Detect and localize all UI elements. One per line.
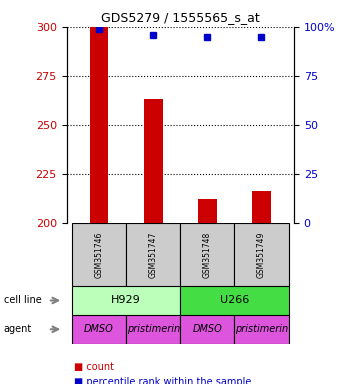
Text: GSM351747: GSM351747	[149, 231, 158, 278]
Bar	[72, 286, 180, 315]
Bar	[72, 223, 126, 286]
Bar	[234, 223, 289, 286]
Bar	[72, 315, 126, 344]
Text: H929: H929	[111, 295, 141, 306]
Title: GDS5279 / 1555565_s_at: GDS5279 / 1555565_s_at	[101, 11, 260, 24]
Text: GSM351748: GSM351748	[203, 231, 212, 278]
Text: pristimerin: pristimerin	[127, 324, 180, 334]
Text: U266: U266	[220, 295, 249, 306]
Bar	[234, 315, 289, 344]
Text: GSM351746: GSM351746	[94, 231, 104, 278]
Bar	[180, 315, 234, 344]
Bar	[180, 223, 234, 286]
Text: GSM351749: GSM351749	[257, 231, 266, 278]
Text: agent: agent	[4, 324, 32, 334]
Text: ■ percentile rank within the sample: ■ percentile rank within the sample	[74, 377, 251, 384]
Text: DMSO: DMSO	[193, 324, 222, 334]
Text: pristimerin: pristimerin	[235, 324, 288, 334]
Bar	[198, 199, 217, 223]
Text: DMSO: DMSO	[84, 324, 114, 334]
Bar	[126, 315, 180, 344]
Bar	[180, 286, 289, 315]
Text: cell line: cell line	[4, 295, 41, 306]
Bar	[90, 27, 108, 223]
Bar	[252, 191, 271, 223]
Text: ■ count: ■ count	[74, 362, 113, 372]
Bar	[144, 99, 163, 223]
Bar	[126, 223, 180, 286]
